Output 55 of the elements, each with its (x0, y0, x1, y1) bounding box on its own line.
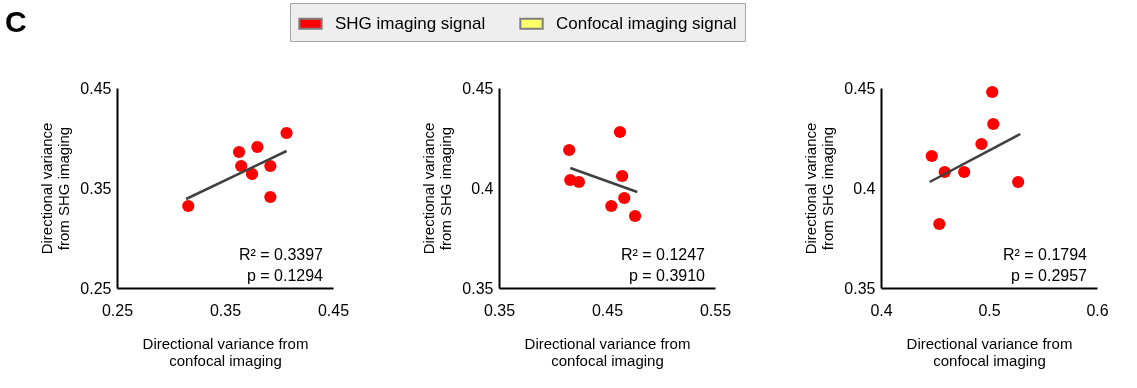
point (280, 126, 293, 140)
annotation: p = 0.3910 (628, 267, 706, 284)
point (616, 169, 629, 183)
x-tick-label: 0.45 (317, 301, 350, 319)
point (613, 125, 627, 139)
x-tick-label: 0.6 (1086, 301, 1109, 319)
point (245, 167, 259, 181)
x-axis-title: Directional variance from confocal imaging (142, 334, 309, 369)
y-axis-title: Directional variance from SHG imaging (420, 122, 455, 255)
x-tick-label: 0.35 (483, 301, 516, 319)
x-axis-title: Directional variance from confocal imaging (524, 334, 691, 369)
annotation: R² = 0.1794 (1002, 246, 1088, 263)
y-axis-title: Directional variance from SHG imaging (38, 122, 73, 255)
point (986, 85, 999, 99)
x-tick-label: 0.45 (591, 301, 624, 319)
x-tick-label: 0.4 (870, 301, 893, 319)
y-tick-label: 0.45 (462, 79, 494, 97)
point (264, 159, 277, 173)
x-axis-title: Directional variance from confocal imaging (906, 334, 1073, 369)
x-tick-label: 0.5 (978, 301, 1001, 319)
y-tick-label: 0.4 (471, 179, 494, 197)
y-tick-label: 0.35 (844, 279, 876, 297)
legend-label: SHG imaging signal (335, 13, 486, 33)
annotation: p = 0.1294 (246, 267, 324, 284)
point (925, 149, 938, 163)
point (628, 209, 642, 223)
x-tick-label: 0.25 (101, 301, 134, 319)
y-tick-label: 0.35 (462, 279, 494, 297)
x-tick-label: 0.55 (699, 301, 732, 319)
x-tick-label: 0.35 (209, 301, 242, 319)
y-tick-label: 0.4 (853, 179, 876, 197)
text: C (5, 5, 27, 38)
y-tick-label: 0.45 (844, 79, 876, 97)
point (251, 140, 264, 154)
point (563, 143, 576, 157)
point (618, 191, 631, 205)
point (933, 217, 946, 231)
point (572, 175, 586, 189)
point (264, 190, 277, 204)
annotation: R² = 0.1247 (620, 246, 706, 263)
point (605, 199, 618, 213)
point (975, 137, 988, 151)
annotation: R² = 0.3397 (238, 246, 324, 263)
point (182, 199, 195, 213)
y-tick-label: 0.45 (80, 79, 112, 97)
point (232, 145, 246, 159)
point (958, 165, 971, 179)
point (1012, 175, 1025, 189)
annotation: p = 0.2957 (1010, 267, 1088, 284)
y-axis-title: Directional variance from SHG imaging (802, 122, 837, 255)
point (235, 159, 248, 173)
legend-label: Confocal imaging signal (556, 13, 737, 33)
y-tick-label: 0.25 (80, 279, 112, 297)
y-tick-label: 0.35 (80, 179, 112, 197)
point (987, 117, 1000, 131)
